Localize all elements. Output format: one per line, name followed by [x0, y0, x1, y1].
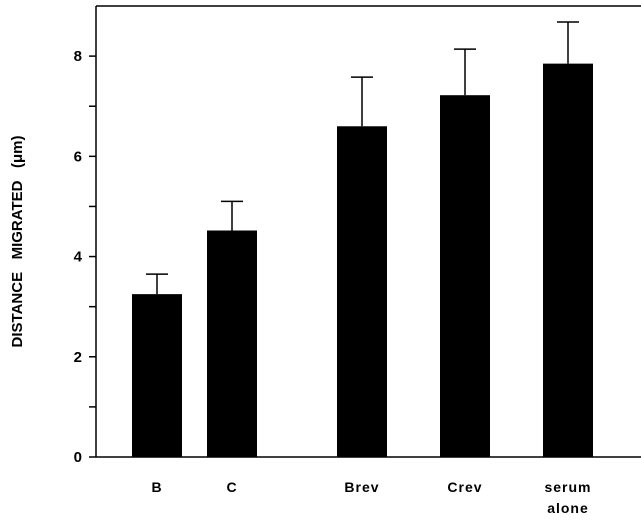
- y-tick-label: 0: [74, 449, 82, 466]
- x-tick-label: alone: [547, 500, 589, 516]
- bar: [337, 126, 387, 458]
- bar: [132, 294, 182, 457]
- bar: [543, 63, 593, 457]
- y-tick-label: 4: [74, 249, 83, 266]
- x-tick-label: serum: [544, 479, 591, 495]
- error-bar-group: [146, 21, 579, 295]
- y-tick-group: 0 2 4 6 8: [74, 48, 96, 466]
- bar: [207, 230, 257, 457]
- x-tick-label: Crev: [447, 479, 482, 495]
- x-label-group: B C Brev Crev serum alone: [151, 479, 591, 516]
- bar: [440, 95, 490, 457]
- x-tick-label: Brev: [344, 479, 379, 495]
- x-tick-label: C: [226, 479, 237, 495]
- bar-group: [132, 63, 593, 458]
- x-tick-label: B: [151, 479, 162, 495]
- y-tick-label: 6: [74, 148, 82, 165]
- y-tick-label: 2: [74, 349, 82, 366]
- y-tick-label: 8: [74, 48, 82, 65]
- y-axis-title: DISTANCE MIGRATED (μm): [9, 136, 26, 348]
